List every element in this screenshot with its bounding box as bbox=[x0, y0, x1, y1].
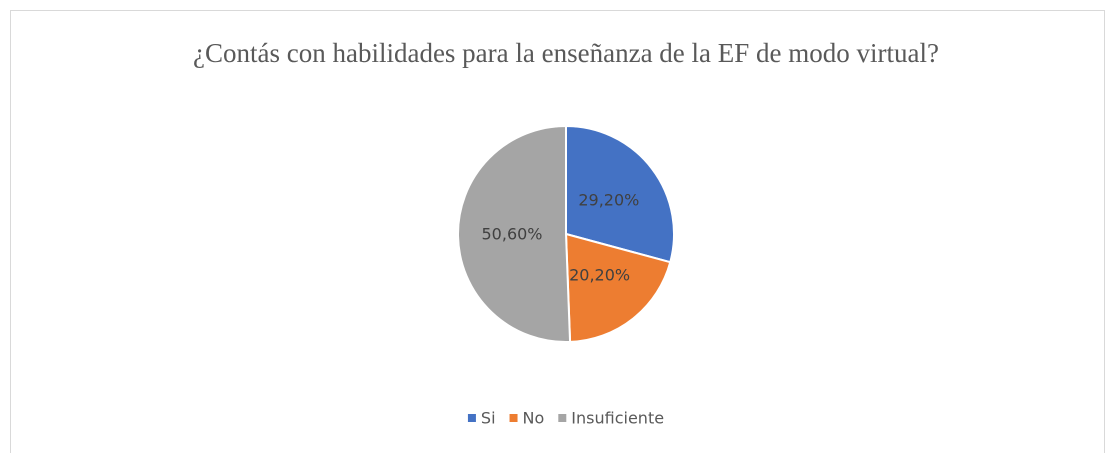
legend-label: No bbox=[523, 409, 545, 428]
pie-slice bbox=[457, 124, 572, 343]
legend-swatch bbox=[467, 414, 476, 422]
legend-label: Insuficiente bbox=[571, 409, 664, 428]
chart-title: ¿Contás con habilidades para la enseñanz… bbox=[193, 38, 939, 68]
pie-slice bbox=[564, 232, 672, 343]
pie-slice bbox=[565, 124, 675, 264]
legend-swatch bbox=[558, 414, 567, 422]
data-label: 29,20% bbox=[578, 191, 639, 210]
data-label: 20,20% bbox=[569, 266, 630, 285]
legend-label: Si bbox=[481, 409, 496, 428]
data-label: 50,60% bbox=[482, 225, 543, 244]
legend-swatch bbox=[509, 414, 518, 422]
